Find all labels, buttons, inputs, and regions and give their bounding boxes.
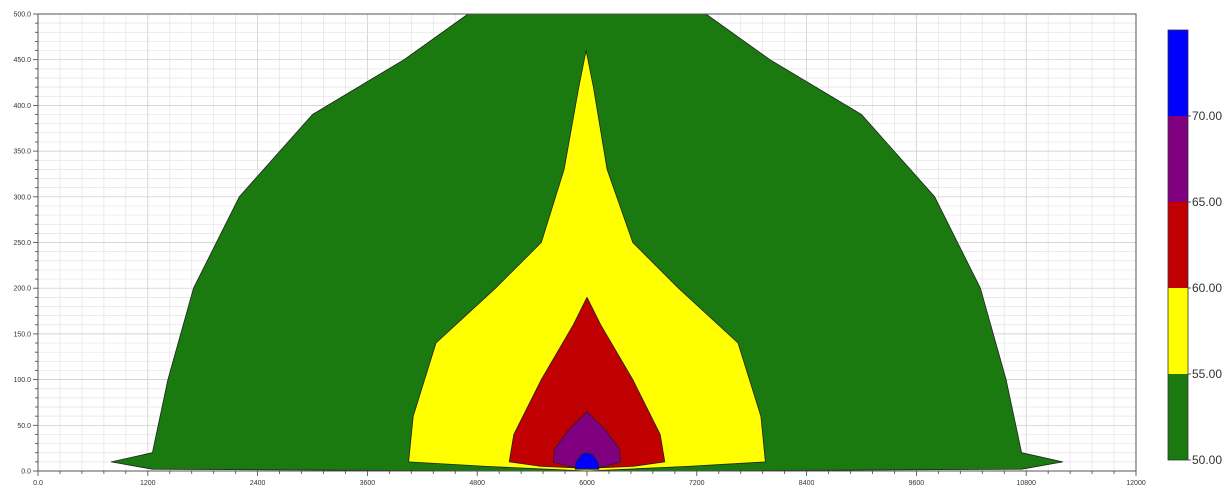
y-tick-label: 300.0 [13,194,31,201]
x-tick-label: 0.0 [33,480,43,487]
y-tick-label: 0.0 [21,469,31,476]
y-tick-label: 250.0 [13,240,31,247]
legend-label: 55.00 [1192,367,1222,381]
x-tick-label: 1200 [140,480,156,487]
x-tick-label: 9600 [909,480,925,487]
y-tick-label: 500.0 [13,12,31,19]
x-tick-label: 2400 [250,480,266,487]
y-tick-label: 400.0 [13,103,31,110]
y-tick-label: 200.0 [13,286,31,293]
x-tick-label: 6000 [579,480,595,487]
y-axis: 0.0 50.0 100.0 150.0 200.0 250.0 300.0 350.0 400… [13,12,38,476]
legend-swatch-55 [1168,288,1188,374]
y-tick-label: 350.0 [13,149,31,156]
x-tick-label: 7200 [689,480,705,487]
x-axis: 0.0 1200 2400 3600 4800 6000 7200 8400 9600 10800… [33,471,1146,487]
x-tick-label: 4800 [469,480,485,487]
legend-label: 70.00 [1192,109,1222,123]
legend-label: 65.00 [1192,195,1222,209]
contour-region-55 [408,50,766,472]
x-tick-label: 8400 [799,480,815,487]
x-tick-label: 12000 [1126,480,1146,487]
x-tick-label: 10800 [1016,480,1036,487]
legend-swatch-60 [1168,202,1188,288]
contour-regions [110,13,1064,472]
legend-frame [1167,29,1189,461]
legend-swatch-70 [1168,30,1188,116]
legend-swatch-50 [1168,374,1188,460]
y-tick-label: 150.0 [13,331,31,338]
legend-label: 50.00 [1192,453,1222,467]
y-tick-label: 100.0 [13,377,31,384]
y-tick-label: 50.0 [17,423,31,430]
legend-label: 60.00 [1192,281,1222,295]
contour-region-70 [574,452,600,470]
legend-swatch-65 [1168,116,1188,202]
color-legend: 50.00 55.00 60.00 65.00 70.00 [1167,29,1222,467]
x-tick-label: 3600 [360,480,376,487]
y-tick-label: 450.0 [13,57,31,64]
